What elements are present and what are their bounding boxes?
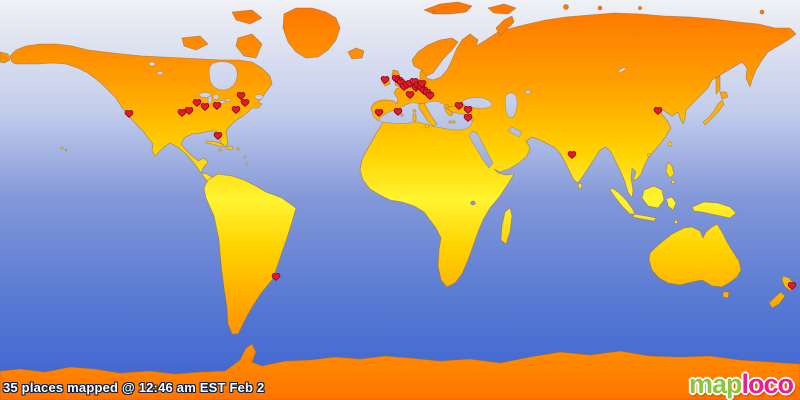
peninsula-scandinavia: [411, 37, 459, 77]
island-crete: [448, 120, 456, 124]
island-hawaii: [60, 146, 64, 150]
arctic-islands: [563, 4, 569, 10]
islands-balearic: [400, 113, 404, 117]
sea-aral: [525, 89, 531, 95]
island-new-guinea: [691, 201, 737, 219]
island-japan-honshu: [702, 99, 725, 126]
island-taiwan: [667, 141, 673, 147]
lake-victoria: [470, 200, 476, 206]
continent-north-america: [9, 43, 273, 187]
island-java: [632, 213, 657, 222]
arctic-islands: [432, 10, 436, 14]
maploco-logo[interactable]: maploco: [688, 369, 794, 399]
island-japan-hokkaido: [719, 91, 729, 100]
island-sicily: [424, 123, 430, 129]
logo-text-loco: loco: [741, 369, 794, 399]
island: [218, 148, 222, 152]
lake-huron: [212, 94, 220, 100]
island-greenland: [282, 7, 341, 59]
island-sulawesi: [665, 196, 677, 211]
island-novaya-zemlya: [495, 15, 515, 37]
island-sakhalin: [715, 75, 721, 95]
continent-antarctica: [0, 343, 800, 400]
island-sri-lanka: [577, 182, 583, 190]
island-sumatra: [609, 187, 636, 215]
bay-hudson: [208, 61, 238, 91]
gulf-persian: [507, 126, 523, 138]
lake-great-slave: [156, 71, 164, 75]
logo-text-map: map: [688, 369, 743, 399]
island: [236, 147, 240, 151]
island-iceland: [347, 47, 365, 60]
island-tasmania: [722, 291, 730, 299]
island-sardinia: [412, 113, 417, 122]
arctic-islands: [235, 33, 263, 59]
lake-superior: [198, 92, 212, 98]
islands-philippines: [671, 179, 676, 184]
lake-great-bear: [148, 61, 156, 67]
continent-south-america: [203, 173, 297, 335]
arctic-islands: [759, 9, 765, 15]
landmass-edge-wrap: [0, 51, 11, 64]
sea-red: [468, 130, 494, 169]
sea-caspian: [504, 92, 518, 119]
islands-philippines: [665, 161, 675, 179]
island: [245, 162, 249, 166]
continent-afro-eurasia: [359, 12, 797, 288]
arctic-islands: [638, 6, 643, 11]
island-timor: [674, 219, 679, 224]
island-madagascar: [500, 207, 513, 245]
island-cuba: [205, 140, 225, 148]
arctic-islands: [423, 1, 473, 15]
lake-ontario: [225, 98, 231, 102]
gulf-st-lawrence: [254, 94, 264, 100]
island-hainan: [647, 153, 651, 157]
arctic-islands: [231, 9, 263, 25]
arctic-islands: [181, 35, 209, 51]
island: [243, 155, 247, 159]
lake-michigan: [207, 95, 213, 105]
arctic-islands: [597, 5, 603, 11]
island-nz-south: [768, 291, 786, 309]
status-text: 35 places mapped @ 12:46 am EST Feb 2: [3, 380, 265, 395]
continent-australia: [648, 223, 742, 288]
island-corsica: [412, 109, 417, 113]
lake-baikal: [618, 67, 626, 73]
island-hispaniola: [226, 145, 234, 151]
peninsula-italy: [418, 102, 438, 127]
island-hawaii: [64, 148, 68, 152]
arctic-islands: [487, 3, 517, 15]
island-borneo: [641, 185, 665, 209]
